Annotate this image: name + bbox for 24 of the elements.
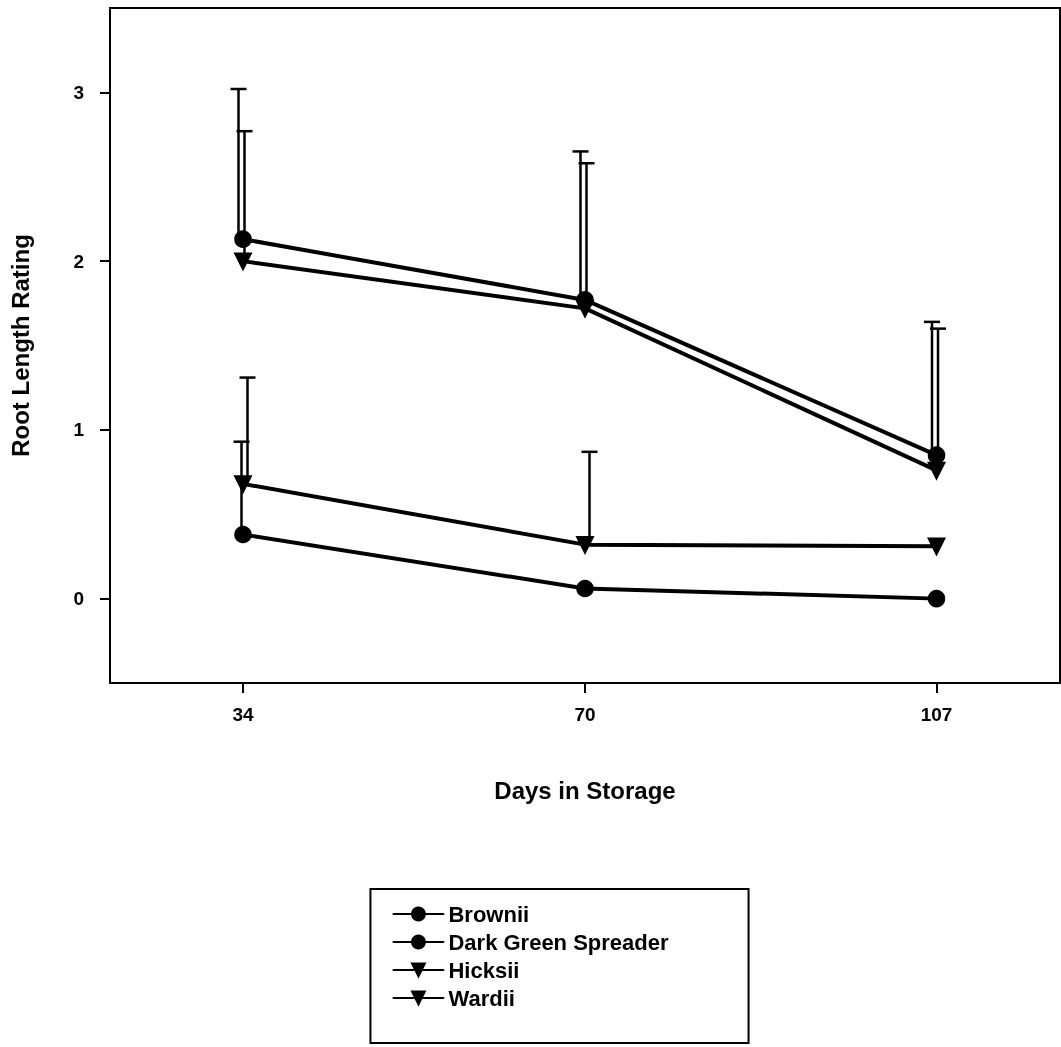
point xyxy=(927,446,946,464)
point xyxy=(576,299,594,318)
x-axis-title: Days in Storage xyxy=(494,776,676,804)
legend-label: Hicksii xyxy=(448,957,520,983)
y-tick-label: 0 xyxy=(73,588,84,610)
point xyxy=(927,461,946,480)
y-tick-label: 3 xyxy=(73,81,84,103)
point xyxy=(234,475,252,493)
legend-label: Wardii xyxy=(448,985,515,1011)
point xyxy=(234,230,252,248)
point xyxy=(927,537,946,556)
point xyxy=(234,525,252,544)
point xyxy=(234,252,252,270)
legend-label: Brownii xyxy=(448,901,530,927)
point xyxy=(576,579,594,598)
legend-label: Dark Green Spreader xyxy=(448,929,669,955)
point xyxy=(576,535,594,554)
x-tick-label: 70 xyxy=(574,704,596,725)
y-axis-title: Root Length Rating xyxy=(6,234,34,457)
x-tick-label: 34 xyxy=(232,704,254,725)
y-tick-label: 2 xyxy=(73,250,84,272)
y-tick-label: 1 xyxy=(73,419,85,441)
point xyxy=(927,589,946,608)
x-tick-label: 107 xyxy=(920,704,953,725)
